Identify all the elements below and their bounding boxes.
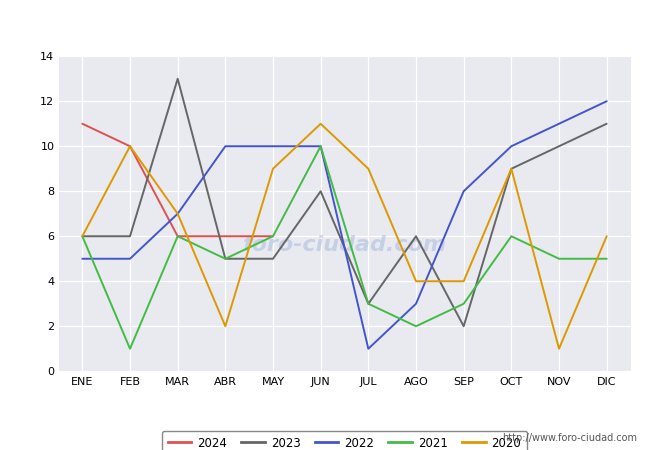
Text: foro-ciudad.com: foro-ciudad.com [242,235,447,255]
Text: http://www.foro-ciudad.com: http://www.foro-ciudad.com [502,433,637,443]
Text: Matriculaciones de Vehiculos en Beas: Matriculaciones de Vehiculos en Beas [181,7,469,22]
Legend: 2024, 2023, 2022, 2021, 2020: 2024, 2023, 2022, 2021, 2020 [162,431,527,450]
